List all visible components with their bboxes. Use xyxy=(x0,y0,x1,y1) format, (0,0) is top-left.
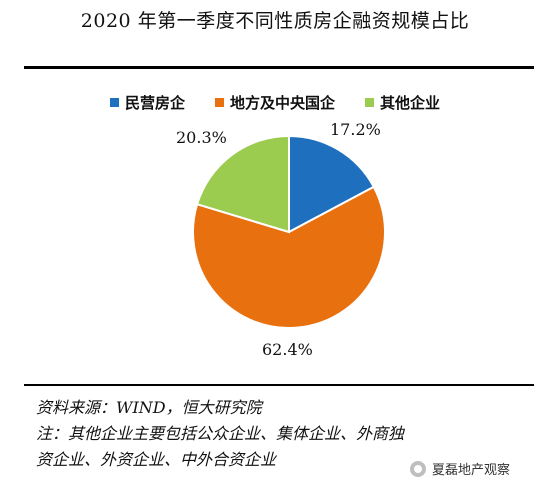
slice-label-private: 17.2% xyxy=(330,120,381,139)
legend-label-state: 地方及中央国企 xyxy=(229,94,335,112)
slice-state xyxy=(192,185,386,329)
chart-title: 2020 年第一季度不同性质房企融资规模占比 xyxy=(80,10,470,32)
legend-item-state: 地方及中央国企 xyxy=(214,92,335,113)
top-rule xyxy=(24,66,534,69)
legend: 民营房企 地方及中央国企 其他企业 xyxy=(0,92,550,113)
notes: 资料来源：WIND，恒大研究院 注：其他企业主要包括公众企业、集体企业、外商独 … xyxy=(36,395,536,473)
legend-label-private: 民营房企 xyxy=(124,94,185,112)
slice-label-other: 20.3% xyxy=(176,128,227,147)
bottom-rule xyxy=(24,384,534,386)
legend-item-other: 其他企业 xyxy=(365,92,440,113)
watermark-text: 夏磊地产观察 xyxy=(432,463,511,478)
legend-label-other: 其他企业 xyxy=(380,94,441,112)
watermark: 夏磊地产观察 xyxy=(410,459,510,478)
source-note: 资料来源：WIND，恒大研究院 xyxy=(36,398,262,417)
legend-swatch-private xyxy=(109,98,119,107)
slice-other xyxy=(195,134,290,234)
slice-private xyxy=(288,134,376,234)
legend-item-private: 民营房企 xyxy=(109,92,185,113)
footnote-line-1: 注：其他企业主要包括公众企业、集体企业、外商独 xyxy=(36,424,405,443)
footnote-line-2: 资企业、外资企业、中外合资企业 xyxy=(36,450,277,469)
wechat-icon xyxy=(410,460,426,477)
slice-label-state: 62.4% xyxy=(262,340,313,359)
legend-swatch-other xyxy=(365,98,374,107)
legend-swatch-state xyxy=(214,98,224,107)
